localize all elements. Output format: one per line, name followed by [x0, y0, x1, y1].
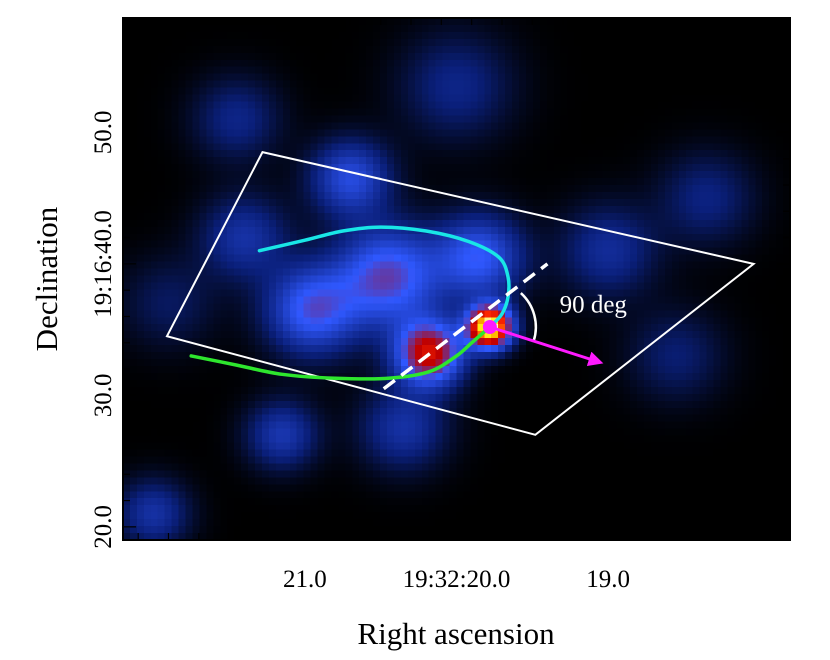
- source-position-marker: [482, 319, 497, 334]
- y-tick-label: 50.0: [90, 111, 117, 155]
- green-arc-curve: [189, 325, 492, 381]
- dashed-axis-line: [382, 262, 549, 391]
- y-tick-label: 30.0: [90, 373, 117, 417]
- motion-vector-arrow: [489, 325, 604, 366]
- region-parallelogram: [165, 150, 756, 436]
- y-axis: 20.0 30.0 19:16:40.0 50.0: [90, 26, 790, 549]
- y-tick-label: 19:16:40.0: [90, 210, 117, 318]
- angle-arc: [520, 292, 538, 342]
- cyan-arc-curve: [257, 225, 511, 329]
- x-axis-title: Right ascension: [357, 616, 555, 651]
- xray-emission-heatmap: [123, 18, 790, 540]
- plot-frame: [122, 17, 791, 541]
- x-axis: 21.0 19:32:20.0 19.0: [137, 18, 776, 593]
- x-tick-label: 19.0: [586, 566, 630, 593]
- x-tick-label: 19:32:20.0: [403, 566, 511, 593]
- y-axis-title: Declination: [29, 206, 64, 351]
- x-tick-label: 21.0: [283, 566, 327, 593]
- angle-annotation: 90 deg: [560, 292, 628, 319]
- y-tick-label: 20.0: [90, 505, 117, 549]
